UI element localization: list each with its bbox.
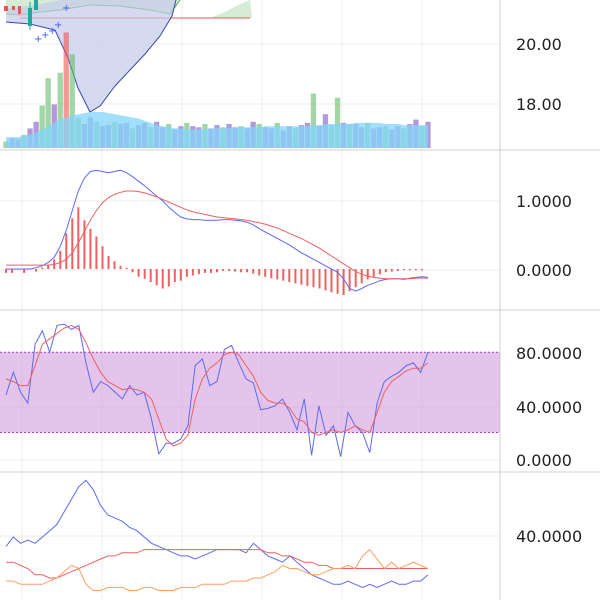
macd-tick-label: 1.0000	[516, 192, 572, 211]
signal-marker: +	[48, 26, 56, 37]
stochastic-tick-label: 80.0000	[516, 344, 582, 363]
candle	[4, 6, 8, 11]
volume-bar	[310, 93, 317, 148]
directional-tick-label: 40.0000	[516, 527, 582, 546]
y-axis-labels: 20.00 18.00 1.0000 0.0000 80.0000 40.000…	[516, 35, 582, 546]
macd-tick-label: 0.0000	[516, 261, 572, 280]
directional-panel	[5, 479, 429, 591]
volume-bar	[63, 32, 69, 148]
macd-panel	[5, 169, 429, 295]
signal-marker: +	[54, 20, 62, 31]
volume-bar	[45, 78, 51, 148]
stochastic-band	[0, 352, 500, 433]
signal-marker: +	[62, 3, 70, 14]
price-tick-label: 18.00	[516, 95, 562, 114]
signal-marker: +	[41, 30, 49, 41]
volume-bar	[39, 105, 45, 148]
directional-line-orange	[6, 548, 429, 591]
candle	[18, 6, 21, 14]
stochastic-panel	[0, 323, 500, 457]
macd-line	[6, 169, 429, 292]
price-tick-label: 20.00	[516, 35, 562, 54]
directional-line-red	[6, 549, 428, 579]
volume-bar	[3, 141, 9, 148]
candle	[12, 6, 15, 10]
stochastic-d-line	[5, 324, 429, 447]
macd-signal-line	[6, 190, 428, 280]
stochastic-k-line	[5, 323, 429, 457]
macd-histogram	[5, 207, 423, 295]
signal-marker: +	[34, 34, 42, 45]
volume-bar	[69, 54, 75, 149]
volume-ma-area	[6, 112, 428, 148]
bollinger-lower	[5, 0, 177, 113]
volume-bar	[57, 72, 63, 148]
volume-bar	[334, 97, 341, 148]
stochastic-tick-label: 40.0000	[516, 398, 582, 417]
ichimoku-cloud-2	[210, 0, 252, 18]
stochastic-tick-label: 0.0000	[516, 451, 572, 470]
candle	[34, 0, 38, 10]
price-panel: + + + + +	[3, 0, 431, 149]
